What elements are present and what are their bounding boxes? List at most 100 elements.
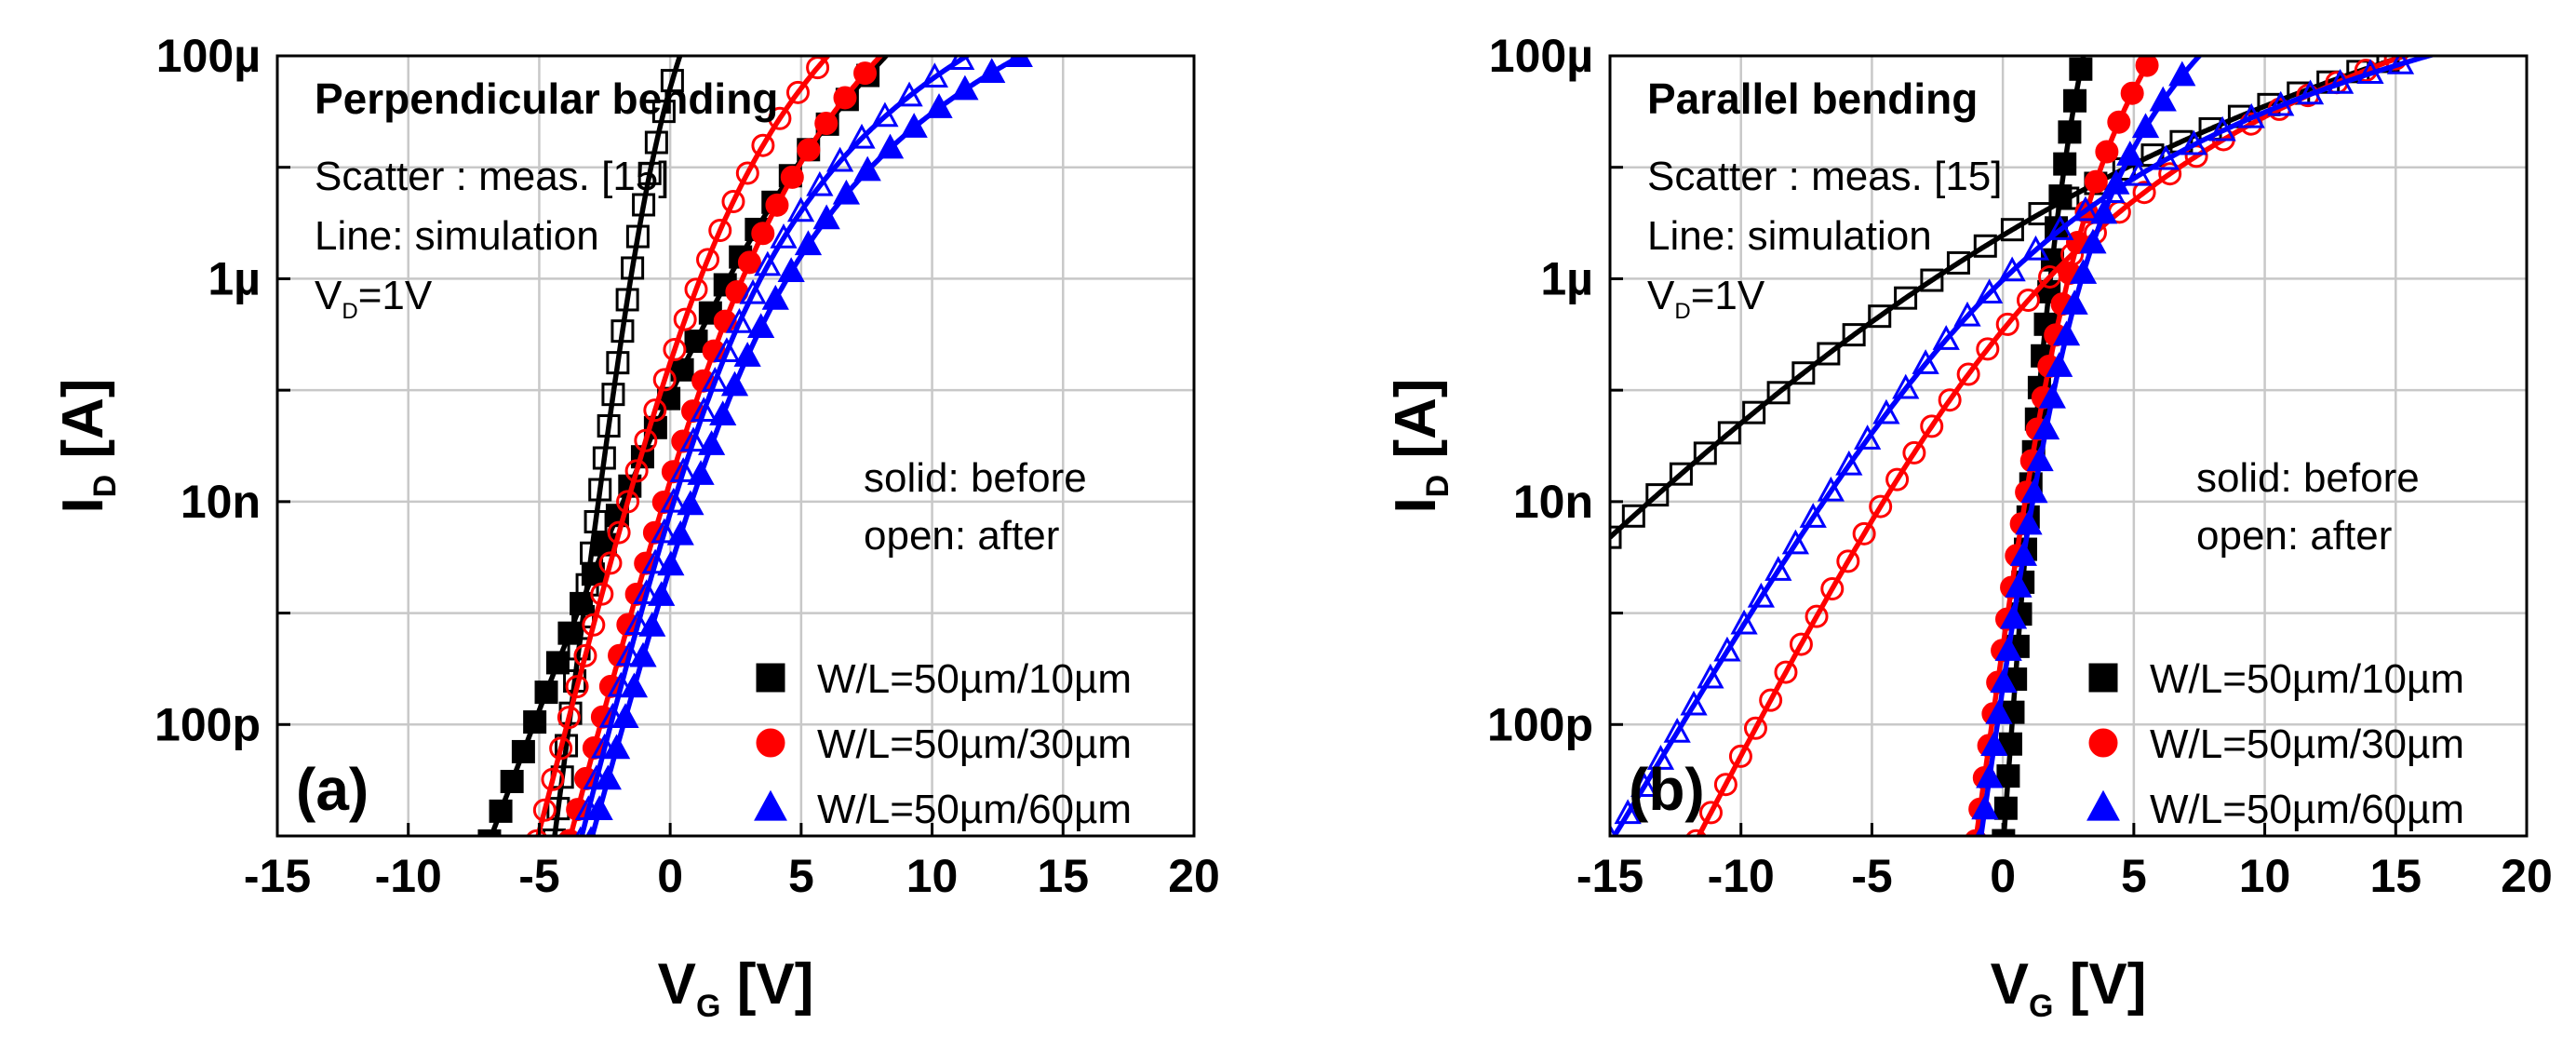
data-point-circle [806, 56, 830, 80]
data-point-square [477, 829, 502, 836]
y-axis-symbol: I [1384, 497, 1448, 513]
data-point-triangle [1932, 325, 1960, 350]
data-point-square [1742, 400, 1766, 424]
data-point-square [1669, 462, 1693, 486]
data-point-triangle [633, 579, 661, 604]
data-point-circle [1956, 362, 1980, 386]
data-point-circle [673, 307, 697, 331]
data-point-circle [756, 728, 785, 758]
data-point-square [1973, 234, 1997, 258]
data-point-triangle [1730, 609, 1758, 635]
data-point-triangle [733, 342, 761, 367]
data-point-circle [1713, 773, 1737, 797]
data-point-triangle [2131, 113, 2160, 139]
data-point-triangle [1781, 529, 1810, 555]
panel-title: Parallel bending [1647, 74, 1978, 123]
note-vd: VD=1V [1647, 273, 1765, 324]
data-point-triangle [1854, 424, 1882, 450]
data-point-circle [1774, 660, 1798, 684]
legend-label: W/L=50µm/10µm [817, 656, 1132, 702]
measured-series-0-after [1610, 56, 2400, 549]
y-axis-subscript: D [1420, 475, 1456, 498]
data-point-triangle [709, 400, 737, 426]
data-point-square [534, 680, 558, 705]
data-point-triangle [701, 367, 729, 392]
data-point-triangle [697, 430, 726, 455]
data-point-triangle [1985, 699, 2013, 724]
x-tick-label: -10 [1708, 850, 1775, 902]
data-point-circle [2383, 56, 2408, 71]
data-point-triangle [1614, 799, 1642, 825]
measured-series-2-after [574, 56, 975, 836]
x-tick-label: 15 [2369, 850, 2422, 902]
data-point-triangle [739, 278, 767, 304]
data-point-square [1610, 525, 1622, 549]
data-point-triangle [2038, 383, 2066, 409]
data-point-triangle [687, 460, 715, 485]
data-point-circle [765, 193, 789, 217]
data-point-circle [2107, 110, 2131, 134]
data-point-circle [1902, 440, 1926, 465]
data-point-triangle [615, 640, 643, 667]
x-axis-symbol: V [1991, 952, 2029, 1017]
data-point-triangle [2026, 446, 2054, 472]
data-point-triangle [1713, 636, 1741, 662]
data-point-triangle [1764, 556, 1792, 581]
data-point-triangle [2021, 235, 2050, 261]
data-point-square [1894, 286, 1918, 310]
note-vd-symbol: V [315, 273, 342, 318]
data-point-square [1645, 483, 1670, 507]
data-point-circle [1805, 604, 1829, 628]
data-point-triangle [679, 426, 707, 452]
data-point-square [511, 739, 535, 763]
data-point-triangle [1994, 636, 2022, 661]
data-point-triangle [1999, 603, 2028, 629]
data-point-triangle [1892, 373, 1920, 399]
simulation-line-1-after [535, 56, 832, 836]
data-point-triangle [2356, 59, 2384, 84]
data-point-circle [643, 398, 667, 423]
data-point-circle [1869, 494, 1893, 519]
legend-label: W/L=50µm/10µm [2150, 656, 2464, 702]
data-point-circle [663, 338, 687, 362]
data-point-circle [541, 767, 565, 791]
data-point-circle [1852, 521, 1876, 546]
panel-letter: (b) [1629, 756, 1705, 823]
data-point-square [2028, 202, 2052, 226]
data-point-triangle [2149, 86, 2177, 112]
y-tick-label: 10n [1513, 476, 1593, 528]
data-point-circle [2132, 181, 2156, 205]
x-axis-symbol: V [658, 952, 696, 1017]
data-point-square [621, 256, 645, 280]
data-point-circle [2095, 140, 2119, 164]
data-point-triangle [806, 170, 834, 196]
panel-letter: (a) [296, 756, 369, 823]
x-tick-label: 5 [2121, 850, 2147, 902]
y-tick-label: 100µ [156, 30, 261, 82]
data-point-triangle [777, 257, 805, 282]
x-tick-label: 20 [2501, 850, 2553, 902]
data-point-triangle [951, 74, 979, 101]
data-point-triangle [1953, 301, 1981, 327]
data-point-triangle [660, 487, 688, 513]
data-point-triangle [2046, 352, 2073, 377]
data-point-square [684, 330, 708, 354]
data-point-triangle [754, 250, 782, 276]
data-point-square [1993, 796, 2018, 820]
data-point-square [610, 319, 635, 344]
data-point-circle [751, 222, 775, 246]
data-point-triangle [2386, 56, 2415, 74]
note-vd-value: =1V [358, 273, 433, 318]
x-axis-subscript: G [696, 989, 720, 1024]
data-point-triangle [1971, 794, 1999, 820]
data-point-triangle [947, 56, 975, 70]
data-point-triangle [2069, 259, 2098, 284]
x-tick-label: 0 [657, 850, 683, 902]
data-point-triangle [770, 223, 798, 249]
data-point-square [756, 663, 785, 693]
data-point-circle [2016, 289, 2040, 313]
plot-area [477, 56, 1033, 836]
data-point-triangle [925, 93, 953, 118]
data-point-circle [1836, 549, 1860, 573]
data-point-circle [785, 80, 810, 104]
